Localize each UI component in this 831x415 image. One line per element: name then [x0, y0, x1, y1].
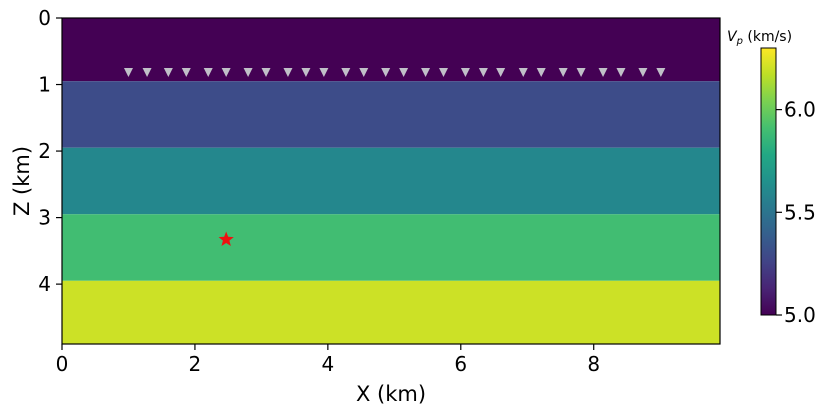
- receiver-marker: [261, 68, 271, 78]
- receiver-marker: [301, 68, 311, 78]
- colorbar-tick-label: 6.0: [784, 98, 816, 122]
- receiver-marker: [203, 68, 213, 78]
- receiver-marker: [421, 68, 431, 78]
- receiver-marker: [221, 68, 231, 78]
- receiver-marker: [243, 68, 253, 78]
- plot-frame: [61, 17, 721, 345]
- x-axis-label: X (km): [356, 382, 426, 406]
- y-tick-label: 4: [38, 272, 51, 296]
- y-tick-label: 0: [38, 6, 51, 30]
- receiver-marker: [341, 68, 351, 78]
- receiver-marker: [359, 68, 369, 78]
- receiver-marker: [536, 68, 546, 78]
- receiver-marker: [142, 68, 152, 78]
- y-tick-label: 3: [38, 206, 51, 230]
- receiver-marker: [598, 68, 608, 78]
- x-tick-label: 4: [321, 352, 334, 376]
- colorbar: Vp (km/s) 5.0 5.5 6.0: [727, 29, 816, 327]
- source-star: [218, 231, 234, 247]
- x-axis: 0 2 4 6 8: [56, 344, 600, 376]
- velocity-layer-3: [62, 147, 720, 215]
- receiver-marker: [496, 68, 506, 78]
- source-marker-group: [218, 231, 234, 247]
- colorbar-tick-label: 5.0: [784, 303, 816, 327]
- y-axis-label: Z (km): [10, 146, 34, 216]
- velocity-layer-2: [62, 81, 720, 148]
- receiver-marker: [656, 68, 666, 78]
- receiver-marker: [638, 68, 648, 78]
- receiver-marker: [460, 68, 470, 78]
- y-tick-label: 1: [38, 73, 51, 97]
- receiver-marker: [283, 68, 293, 78]
- receiver-marker: [123, 68, 133, 78]
- receiver-marker: [478, 68, 488, 78]
- receiver-marker: [381, 68, 391, 78]
- receiver-marker: [518, 68, 528, 78]
- x-tick-label: 2: [189, 352, 202, 376]
- receiver-marker: [576, 68, 586, 78]
- x-tick-label: 0: [56, 352, 69, 376]
- receiver-marker: [616, 68, 626, 78]
- receivers: [123, 68, 666, 78]
- velocity-layer-4: [62, 214, 720, 281]
- x-tick-label: 8: [587, 352, 600, 376]
- colorbar-gradient: [760, 47, 777, 316]
- y-axis: 0 1 2 3 4: [38, 6, 62, 296]
- receiver-marker: [319, 68, 329, 78]
- velocity-layer-5: [62, 280, 720, 344]
- receiver-marker: [439, 68, 449, 78]
- receiver-marker: [558, 68, 568, 78]
- plot-area: [62, 18, 720, 344]
- colorbar-title: Vp (km/s): [727, 29, 792, 47]
- y-tick-label: 2: [38, 139, 51, 163]
- receiver-marker: [399, 68, 409, 78]
- colorbar-tick-label: 5.5: [784, 200, 816, 224]
- receiver-marker: [163, 68, 173, 78]
- x-tick-label: 6: [454, 352, 467, 376]
- receiver-marker: [181, 68, 191, 78]
- colorbar-ticks: 5.0 5.5 6.0: [776, 98, 816, 327]
- velocity-layer-1: [62, 18, 720, 82]
